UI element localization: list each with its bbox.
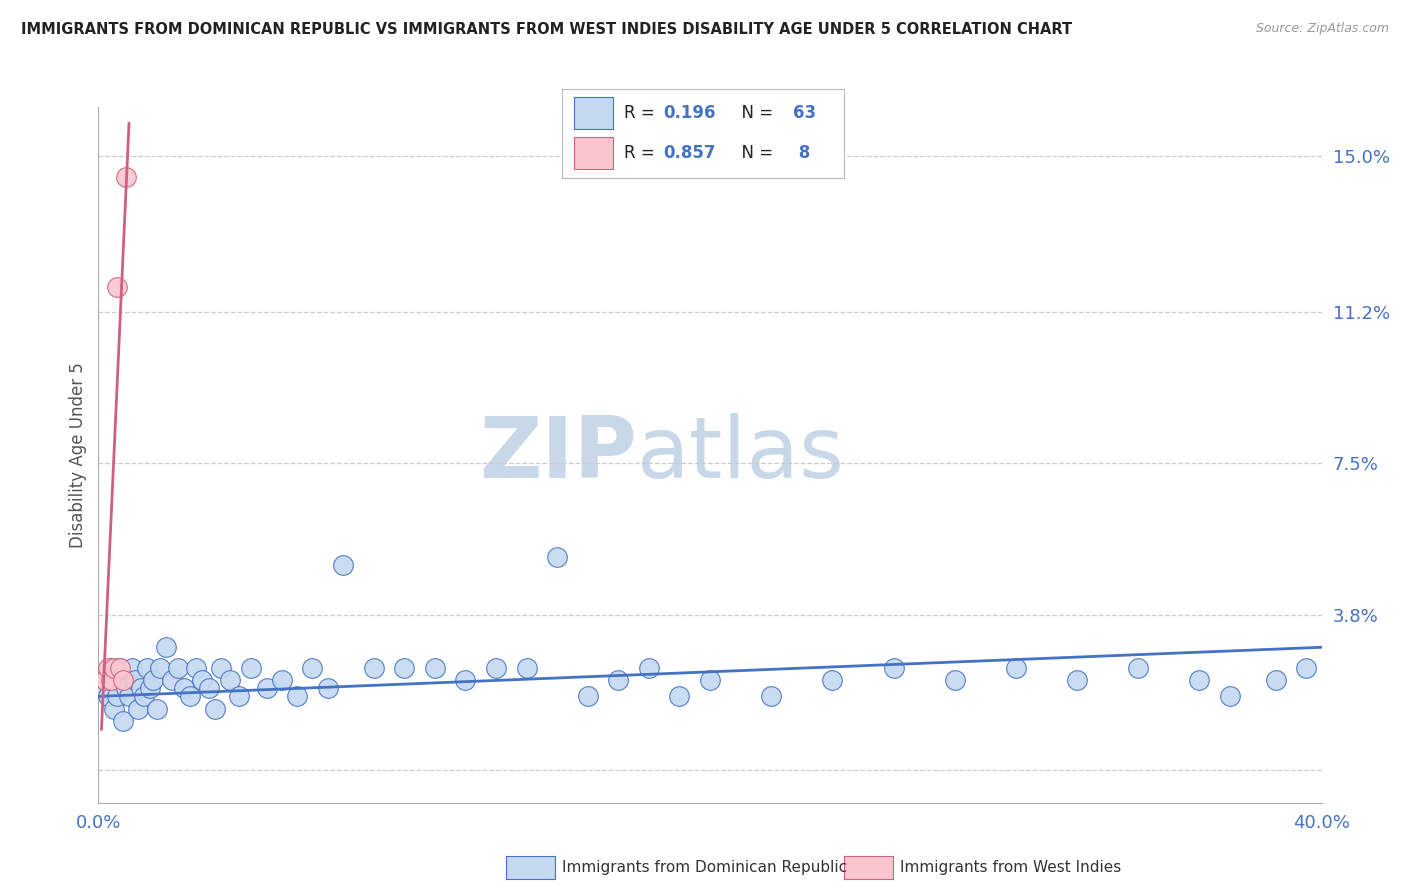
Point bbox=[105, 690, 128, 704]
Point bbox=[160, 673, 183, 687]
Point bbox=[108, 661, 131, 675]
Point bbox=[516, 661, 538, 675]
Point bbox=[97, 661, 120, 675]
Point bbox=[129, 681, 152, 696]
Point bbox=[90, 681, 112, 696]
Point bbox=[392, 661, 416, 675]
Point bbox=[1264, 673, 1286, 687]
Point bbox=[115, 169, 138, 184]
Point bbox=[576, 690, 599, 704]
Point bbox=[1128, 661, 1150, 675]
Text: 63: 63 bbox=[793, 104, 815, 122]
Point bbox=[759, 690, 782, 704]
Point bbox=[124, 673, 146, 687]
Text: N =: N = bbox=[731, 104, 779, 122]
Point bbox=[423, 661, 446, 675]
Point bbox=[179, 690, 201, 704]
Point bbox=[668, 690, 690, 704]
Point bbox=[943, 673, 966, 687]
Point bbox=[103, 673, 125, 687]
Point bbox=[100, 661, 122, 675]
Point bbox=[115, 681, 138, 696]
Point bbox=[546, 550, 568, 565]
Point bbox=[93, 673, 115, 687]
Point bbox=[103, 701, 125, 715]
Point bbox=[127, 701, 149, 715]
Point bbox=[142, 673, 165, 687]
Text: N =: N = bbox=[731, 145, 779, 162]
Point bbox=[111, 673, 134, 687]
Point bbox=[136, 661, 159, 675]
Point bbox=[256, 681, 278, 696]
Point bbox=[1004, 661, 1026, 675]
Point bbox=[204, 701, 226, 715]
Point bbox=[155, 640, 177, 655]
Text: 8: 8 bbox=[793, 145, 810, 162]
Text: ZIP: ZIP bbox=[479, 413, 637, 497]
Point bbox=[134, 690, 156, 704]
Point bbox=[197, 681, 219, 696]
Point bbox=[883, 661, 905, 675]
Bar bbox=[574, 137, 613, 169]
Point bbox=[167, 661, 190, 675]
Text: R =: R = bbox=[624, 145, 661, 162]
Point bbox=[100, 673, 122, 687]
Point bbox=[121, 661, 143, 675]
Point bbox=[821, 673, 844, 687]
Point bbox=[1295, 661, 1317, 675]
Point bbox=[699, 673, 721, 687]
Point bbox=[285, 690, 308, 704]
Text: Immigrants from Dominican Republic: Immigrants from Dominican Republic bbox=[562, 860, 848, 874]
Point bbox=[173, 681, 195, 696]
Text: R =: R = bbox=[624, 104, 661, 122]
Y-axis label: Disability Age Under 5: Disability Age Under 5 bbox=[69, 362, 87, 548]
Point bbox=[363, 661, 385, 675]
Point bbox=[186, 661, 208, 675]
Point bbox=[111, 714, 134, 728]
Text: Immigrants from West Indies: Immigrants from West Indies bbox=[900, 860, 1121, 874]
Point bbox=[607, 673, 630, 687]
Point bbox=[454, 673, 477, 687]
Point bbox=[149, 661, 172, 675]
Point bbox=[209, 661, 232, 675]
Point bbox=[1219, 690, 1241, 704]
Point bbox=[139, 681, 162, 696]
Text: IMMIGRANTS FROM DOMINICAN REPUBLIC VS IMMIGRANTS FROM WEST INDIES DISABILITY AGE: IMMIGRANTS FROM DOMINICAN REPUBLIC VS IM… bbox=[21, 22, 1073, 37]
Point bbox=[105, 280, 128, 294]
Point bbox=[118, 690, 141, 704]
Point bbox=[316, 681, 339, 696]
Point bbox=[103, 661, 125, 675]
Point bbox=[332, 558, 354, 573]
Text: Source: ZipAtlas.com: Source: ZipAtlas.com bbox=[1256, 22, 1389, 36]
Point bbox=[301, 661, 323, 675]
Point bbox=[240, 661, 263, 675]
Point bbox=[1066, 673, 1088, 687]
Bar bbox=[574, 97, 613, 129]
Point bbox=[485, 661, 508, 675]
Point bbox=[270, 673, 292, 687]
Text: 0.857: 0.857 bbox=[664, 145, 716, 162]
Point bbox=[219, 673, 242, 687]
Point bbox=[145, 701, 167, 715]
Point bbox=[1188, 673, 1211, 687]
Point bbox=[108, 661, 131, 675]
Text: 0.196: 0.196 bbox=[664, 104, 716, 122]
Point bbox=[637, 661, 661, 675]
Point bbox=[191, 673, 214, 687]
Text: atlas: atlas bbox=[637, 413, 845, 497]
Point bbox=[93, 673, 115, 687]
Point bbox=[228, 690, 250, 704]
Point bbox=[97, 690, 120, 704]
